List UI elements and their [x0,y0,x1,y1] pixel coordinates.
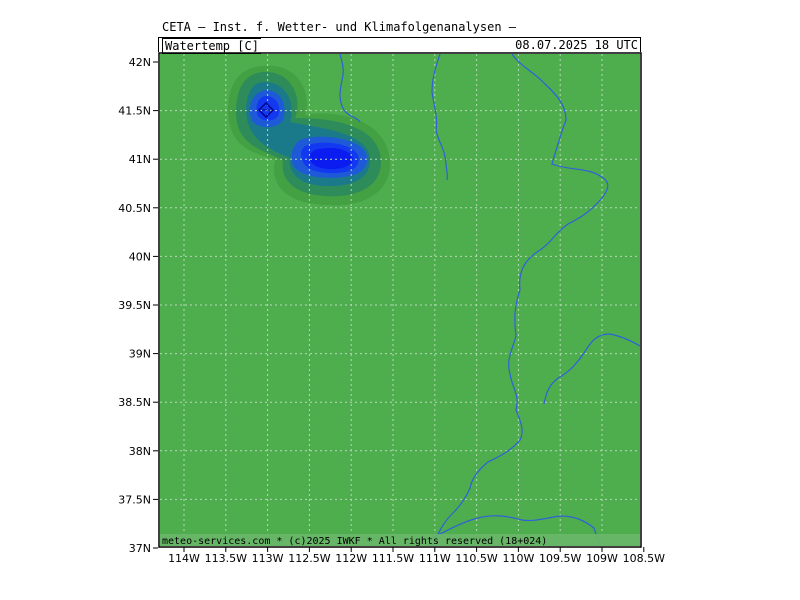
x-tick-label: 113W [252,552,284,565]
x-tick-label: 114W [168,552,200,565]
y-tick-label: 37.5N [118,493,151,506]
map-title: CETA — Inst. f. Wetter- und Klimafolgena… [162,20,517,34]
x-tick-label: 109.5W [539,552,581,565]
x-tick-label: 109W [586,552,618,565]
y-tick-label: 40.5N [118,202,151,215]
river-layer [339,54,640,546]
y-tick-label: 40N [129,250,151,263]
y-tick-label: 39N [129,348,151,361]
x-tick-label: 110.5W [455,552,497,565]
credit-bar [160,534,640,546]
plot-frame [158,52,642,548]
header-frame [158,37,641,52]
river-san-juan [431,515,601,546]
valid-time: 08.07.2025 18 UTC [515,38,638,52]
graticule [160,54,640,546]
y-tick-label: 42N [129,56,151,69]
river-green-upper [431,54,449,181]
x-tick-label: 111W [419,552,451,565]
y-axis: 42N 41.5N 41N 40.5N 40N 39.5N 39N 38.5N 38N 37.5N… [118,56,158,555]
x-tick-label: 112.5W [288,552,330,565]
y-tick-label: 41N [129,153,151,166]
x-tick-label: 112W [335,552,367,565]
y-tick-label: 41.5N [118,105,151,118]
river-colorado-east [543,333,640,405]
x-tick-label: 113.5W [205,552,247,565]
x-axis: 114W 113.5W 113W 112.5W 112W 111.5W 111W 110.5W… [168,547,665,565]
contour-level-6 [309,148,353,170]
x-tick-label: 110W [502,552,534,565]
y-tick-label: 39.5N [118,299,151,312]
river-green-main [431,54,609,546]
y-tick-label: 38N [129,445,151,458]
river-bear-north [339,54,361,123]
credit-text: meteo-services.com * (c)2025 IWKF * All … [162,536,547,547]
x-tick-label: 108.5W [623,552,665,565]
x-tick-label: 111.5W [372,552,414,565]
y-tick-label: 37N [129,542,151,555]
y-tick-label: 38.5N [118,396,151,409]
station-marker [258,102,274,118]
